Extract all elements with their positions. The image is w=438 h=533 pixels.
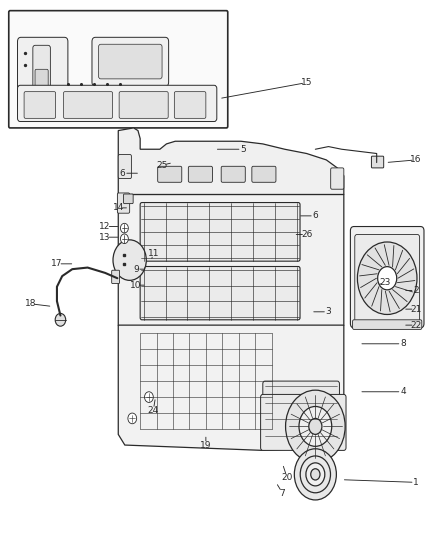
FancyBboxPatch shape	[371, 156, 384, 168]
Text: 11: 11	[148, 249, 159, 257]
FancyBboxPatch shape	[261, 394, 346, 450]
Text: 26: 26	[301, 230, 312, 239]
Circle shape	[309, 418, 322, 434]
FancyBboxPatch shape	[331, 168, 344, 189]
Circle shape	[128, 413, 137, 424]
FancyBboxPatch shape	[112, 270, 120, 284]
Text: 8: 8	[400, 340, 406, 348]
FancyBboxPatch shape	[263, 381, 339, 440]
FancyBboxPatch shape	[33, 45, 50, 103]
Circle shape	[299, 407, 332, 446]
Text: 13: 13	[99, 233, 111, 241]
Circle shape	[120, 223, 128, 233]
FancyBboxPatch shape	[174, 92, 206, 118]
FancyBboxPatch shape	[99, 44, 162, 79]
FancyBboxPatch shape	[158, 166, 182, 182]
Text: 2: 2	[413, 286, 419, 295]
FancyBboxPatch shape	[221, 166, 245, 182]
Circle shape	[357, 242, 417, 314]
Polygon shape	[118, 325, 344, 450]
FancyBboxPatch shape	[92, 37, 169, 86]
Text: 9: 9	[133, 265, 139, 273]
Text: 22: 22	[410, 321, 422, 329]
Text: 21: 21	[410, 305, 422, 313]
FancyBboxPatch shape	[353, 320, 422, 329]
Text: 25: 25	[156, 161, 168, 169]
FancyBboxPatch shape	[350, 227, 424, 328]
FancyBboxPatch shape	[9, 11, 228, 128]
Text: 6: 6	[120, 169, 126, 177]
FancyBboxPatch shape	[24, 92, 56, 118]
FancyBboxPatch shape	[64, 92, 113, 118]
FancyBboxPatch shape	[119, 92, 168, 118]
Polygon shape	[118, 128, 344, 195]
FancyBboxPatch shape	[124, 194, 133, 204]
Circle shape	[55, 313, 66, 326]
Text: 14: 14	[113, 204, 124, 212]
FancyBboxPatch shape	[140, 266, 300, 320]
Circle shape	[120, 234, 128, 244]
Text: 16: 16	[410, 156, 422, 164]
FancyBboxPatch shape	[18, 85, 217, 122]
Text: 3: 3	[325, 308, 332, 316]
Text: 20: 20	[281, 473, 293, 481]
Text: 24: 24	[148, 406, 159, 415]
FancyBboxPatch shape	[118, 155, 131, 179]
Text: 12: 12	[99, 222, 111, 231]
Text: 4: 4	[400, 387, 406, 396]
Text: 1: 1	[413, 478, 419, 487]
Circle shape	[145, 392, 153, 402]
FancyBboxPatch shape	[188, 166, 212, 182]
Circle shape	[378, 266, 397, 290]
Text: 15: 15	[301, 78, 312, 87]
Text: 7: 7	[279, 489, 286, 497]
Circle shape	[311, 469, 320, 480]
Circle shape	[306, 463, 325, 486]
Text: 10: 10	[130, 281, 141, 289]
FancyBboxPatch shape	[252, 166, 276, 182]
Text: 5: 5	[240, 145, 246, 154]
FancyBboxPatch shape	[117, 193, 130, 213]
Circle shape	[286, 390, 345, 463]
FancyBboxPatch shape	[140, 203, 300, 261]
Polygon shape	[118, 195, 344, 333]
Text: 18: 18	[25, 300, 36, 308]
Text: 23: 23	[380, 278, 391, 287]
Text: 6: 6	[312, 212, 318, 220]
Circle shape	[294, 449, 336, 500]
Circle shape	[113, 240, 146, 280]
Text: 17: 17	[51, 260, 63, 268]
FancyBboxPatch shape	[35, 69, 48, 91]
Text: 19: 19	[200, 441, 212, 449]
FancyBboxPatch shape	[18, 37, 68, 109]
FancyBboxPatch shape	[355, 235, 420, 322]
